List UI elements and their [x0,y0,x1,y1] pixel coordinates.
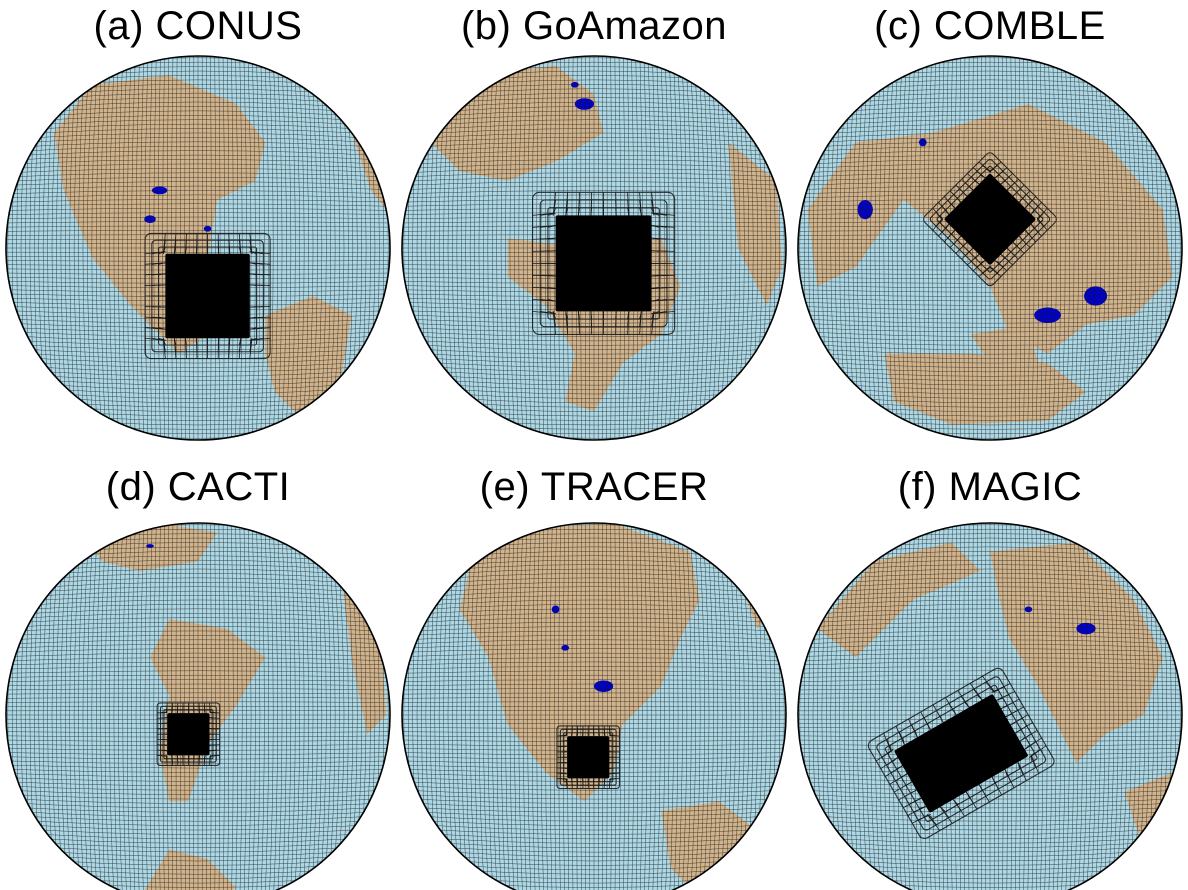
panel-title: (d) CACTI [105,465,291,509]
panel-title: (b) GoAmazon [460,4,728,48]
land-area [140,849,237,890]
refined-mesh-region [867,667,1055,840]
lake [561,644,570,651]
globe-map [797,55,1183,441]
globe-map [401,522,787,890]
lake [570,81,579,88]
globe-body [6,523,390,890]
panel-tracer: (e) TRACER [396,445,792,890]
globe-map [5,522,391,890]
lake [1034,307,1062,323]
land-area [265,296,352,421]
refined-mesh-region [556,725,621,790]
panel-cacti: (d) CACTI [0,445,396,890]
globe-body [6,56,390,440]
globe-outline [401,522,787,890]
globe-map [401,55,787,441]
land-area [342,580,387,735]
lake [574,98,594,110]
panel-conus: (a) CONUS [0,0,396,445]
globe-body [402,523,786,890]
refined-mesh-region [156,702,221,767]
panel-goamazon: (b) GoAmazon [396,0,792,445]
refined-mesh-region [532,191,676,335]
panel-title: (f) MAGIC [897,465,1083,509]
globe-outline [401,55,787,441]
panel-title: (a) CONUS [93,4,303,48]
land-area [970,324,1038,364]
lake [146,544,154,548]
globe-map [5,55,391,441]
land-area [459,523,700,802]
panel-magic: (f) MAGIC [792,445,1188,890]
lake [551,605,560,614]
refined-mesh-region [144,232,271,360]
globe-map [797,522,1183,890]
panel-comble: (c) COMBLE [792,0,1188,445]
globe-body [798,56,1182,440]
lake [594,680,614,692]
panel-title: (c) COMBLE [874,4,1106,48]
globe-outline [5,55,391,441]
globe-outline [797,522,1183,890]
lake [1024,606,1033,613]
lake [203,225,212,232]
refined-mesh-region [923,152,1057,287]
globe-outline [797,55,1183,441]
globe-outline [5,522,391,890]
globe-body [402,56,786,440]
globe-body [798,523,1182,890]
panel-title: (e) TRACER [479,465,709,509]
